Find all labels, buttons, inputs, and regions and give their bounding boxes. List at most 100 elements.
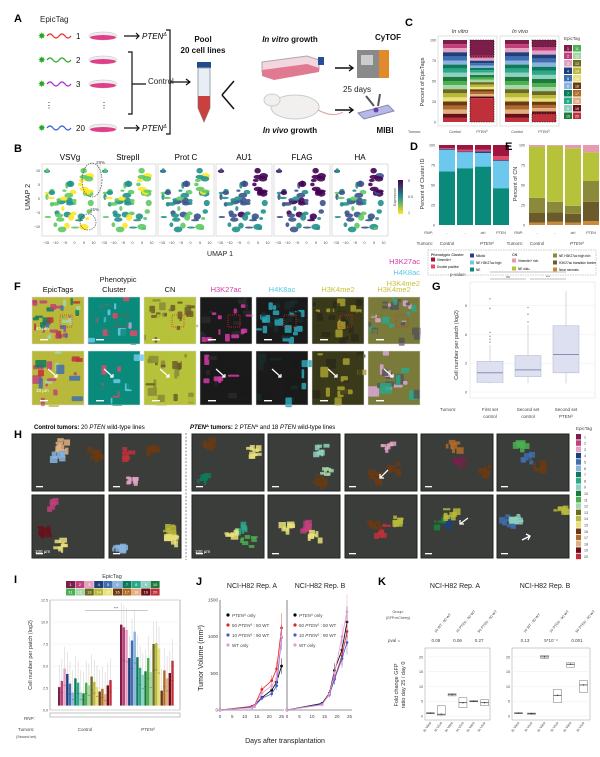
c-bar-segment <box>443 52 467 57</box>
f-cell-patch <box>375 318 381 323</box>
f-column-title: EpicTags <box>43 285 74 294</box>
f-tile-border <box>311 350 365 406</box>
umap-cell-cluster <box>257 227 263 230</box>
umap-x-tick: 10 <box>92 241 96 245</box>
umap-cell-cluster <box>375 216 380 221</box>
delta-sup: Δ <box>491 241 494 245</box>
umap-cell-cluster <box>46 196 55 200</box>
scale-label-top: 40 µm <box>36 326 49 331</box>
h-epictag-patch <box>122 447 128 452</box>
h-legend-swatch <box>576 459 581 465</box>
h-epictag-patch <box>390 468 397 472</box>
pct-top-label: 29% <box>96 160 105 165</box>
label-text: PTEN <box>570 241 583 246</box>
g-x-label-1: Second set <box>517 407 540 412</box>
k-y-tick: 10 <box>506 685 510 689</box>
pc-legend-item: NE <box>476 268 480 272</box>
h-epictag-patch <box>52 498 59 505</box>
i-legend-swatch <box>122 588 132 596</box>
f-cell-patch <box>245 303 249 310</box>
label-pre: WT only <box>299 643 316 648</box>
c-bar-segment <box>443 68 467 73</box>
h-legend-number: 14 <box>584 517 588 521</box>
h-epictag-patch <box>60 452 66 458</box>
scale-bar <box>196 486 203 488</box>
j-data-point <box>253 704 256 708</box>
k-y-axis-label-1: Fold change GFP <box>394 663 400 706</box>
f-cell-patch <box>355 299 363 307</box>
h-epictag-patch <box>57 451 64 457</box>
j-series-line <box>219 627 282 711</box>
f-cell-patch <box>177 355 181 363</box>
c-legend-swatch <box>564 60 572 67</box>
h-epictag-patch <box>395 520 403 527</box>
f-cell-patch <box>152 299 161 302</box>
i-box <box>147 658 150 706</box>
cn-legend-title: CN <box>512 253 518 257</box>
h-legend-number: 18 <box>584 542 588 546</box>
in-vitro-title: In vitro <box>452 29 469 35</box>
f-cell-patch <box>44 380 53 384</box>
h-epictag-patch <box>89 456 94 460</box>
scale-bar <box>501 553 508 555</box>
c-bar-segment <box>505 64 529 69</box>
k-y-tick: 20 <box>506 655 510 659</box>
h-epictag-patch <box>396 461 401 467</box>
f-cell-patch <box>176 325 181 330</box>
j-legend-label: 50 PTENΔ : 50 WT <box>299 623 337 629</box>
panel-j: J NCI-H82 Rep. A NCI-H82 Rep. B Tumor Vo… <box>196 576 352 745</box>
h-epictag-patch <box>367 520 373 525</box>
umap-cell-cluster <box>248 219 258 222</box>
c-bar-segment <box>470 55 494 59</box>
c-legend-swatch <box>573 82 581 89</box>
h-epictag-patch <box>507 523 515 528</box>
umap-cell-cluster <box>199 227 205 230</box>
f-cell-patch <box>268 364 281 368</box>
sig-label: *** <box>526 268 531 272</box>
f-cell-patch <box>133 354 144 361</box>
h-epictag-patch <box>244 527 248 533</box>
label-pten: PTEN <box>305 623 318 628</box>
i-legend-swatch <box>94 588 104 596</box>
h-epictag-patch <box>205 443 209 449</box>
sig-label: *** <box>114 607 119 611</box>
h-legend-number: 3 <box>584 448 586 452</box>
arrow-icon <box>159 368 170 378</box>
umap-cell-cluster <box>238 192 248 198</box>
umap-title: StrepII <box>116 153 140 162</box>
c-bar-segment <box>532 46 556 51</box>
cn-legend-swatch <box>553 267 557 272</box>
j-series-line <box>286 642 348 711</box>
pten-tumors-title: PTENΔ tumors: 2 PTENΔ and 18 PTEN wild-t… <box>190 423 335 431</box>
h-legend-number: 20 <box>584 555 588 559</box>
line-number: 20 <box>76 124 85 133</box>
umap-cell-cluster <box>318 209 325 214</box>
umap-cell-cluster <box>120 189 125 192</box>
f-column-title: H3K4me2 <box>377 285 410 294</box>
f-cell-patch <box>144 353 154 357</box>
c-bar-segment <box>443 113 467 118</box>
f-cell-patch <box>271 316 280 320</box>
umap-cell-cluster <box>79 174 88 179</box>
umap-cell-cluster <box>254 167 261 174</box>
stacked-bar-segment <box>439 148 455 149</box>
f-cell-patch <box>180 330 187 337</box>
f-cell-patch <box>71 396 83 402</box>
f-cell-patch <box>185 332 189 336</box>
umap-cell-cluster <box>261 199 268 207</box>
h-epictag-patch <box>300 528 307 534</box>
c-legend-number: 12 <box>575 54 579 58</box>
f-cell-patch <box>334 397 342 406</box>
f-cell-patch <box>46 331 51 336</box>
pc-legend-swatch <box>431 257 435 262</box>
h-legend-swatch <box>576 484 581 490</box>
umap-panel <box>331 163 389 237</box>
umap-cell-cluster <box>317 216 322 221</box>
rnp-strip <box>49 712 181 718</box>
umap-cell-cluster <box>234 196 242 201</box>
c-legend-number: 1 <box>567 47 569 51</box>
j-data-point <box>275 677 279 680</box>
f-cell-patch <box>177 362 181 371</box>
f-cell-patch <box>71 356 80 362</box>
gate-ellipse-bottom <box>79 213 97 231</box>
